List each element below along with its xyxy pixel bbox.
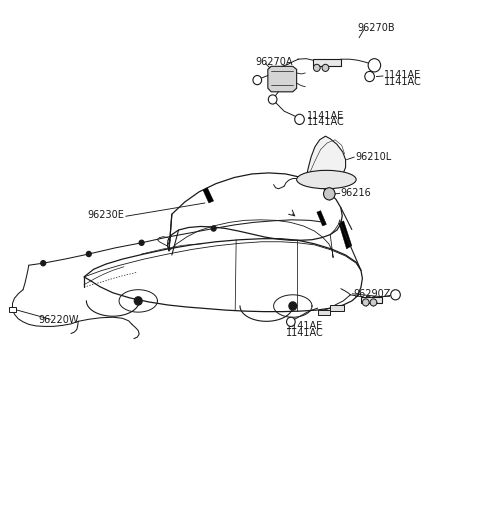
FancyBboxPatch shape: [330, 305, 344, 311]
Text: 96216: 96216: [341, 187, 372, 197]
Polygon shape: [317, 211, 326, 227]
Polygon shape: [306, 137, 346, 178]
Text: 96230E: 96230E: [87, 210, 124, 220]
Circle shape: [324, 188, 335, 201]
Text: 96270B: 96270B: [358, 23, 395, 33]
Circle shape: [289, 302, 297, 310]
Text: 96270A: 96270A: [256, 57, 293, 67]
Text: 96210L: 96210L: [355, 151, 392, 161]
Circle shape: [295, 115, 304, 125]
Text: 1141AE: 1141AE: [286, 321, 323, 331]
Circle shape: [365, 72, 374, 82]
Text: 1141AE: 1141AE: [307, 110, 345, 121]
Circle shape: [368, 60, 381, 73]
Polygon shape: [339, 221, 352, 249]
Ellipse shape: [297, 171, 356, 189]
Text: 1141AE: 1141AE: [384, 70, 421, 80]
Circle shape: [362, 299, 369, 306]
Circle shape: [391, 290, 400, 300]
Circle shape: [322, 65, 329, 72]
Circle shape: [41, 261, 46, 266]
Circle shape: [211, 227, 216, 232]
Circle shape: [287, 318, 295, 327]
Text: 1141AC: 1141AC: [307, 117, 345, 127]
FancyBboxPatch shape: [361, 297, 382, 303]
FancyBboxPatch shape: [10, 307, 15, 312]
Text: 1141AC: 1141AC: [286, 327, 324, 337]
FancyBboxPatch shape: [313, 60, 341, 66]
Circle shape: [268, 96, 277, 105]
Polygon shape: [203, 188, 214, 204]
Polygon shape: [268, 67, 297, 93]
Text: 1141AC: 1141AC: [384, 77, 422, 87]
Circle shape: [86, 252, 91, 257]
Text: 96290Z: 96290Z: [353, 288, 391, 298]
Circle shape: [370, 299, 377, 306]
Circle shape: [313, 65, 320, 72]
Text: 96220W: 96220W: [38, 315, 79, 325]
FancyBboxPatch shape: [318, 310, 330, 316]
Circle shape: [139, 241, 144, 246]
Circle shape: [253, 76, 262, 86]
Circle shape: [134, 297, 142, 305]
